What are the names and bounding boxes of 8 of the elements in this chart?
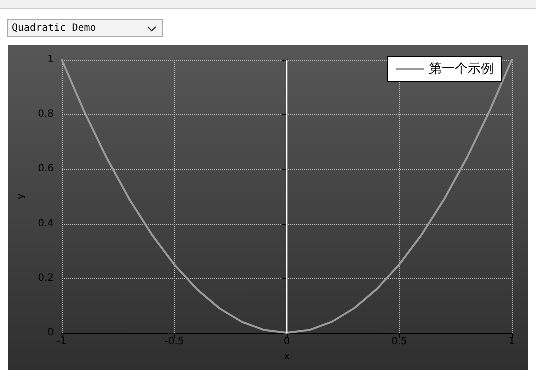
y-axis-title: y (16, 193, 26, 200)
y-tick-label: 0.4 (38, 218, 54, 230)
y-tick-label: 0.2 (38, 272, 54, 284)
legend-label: 第一个示例 (429, 62, 494, 77)
dropdown: Quadratic Demo (7, 19, 163, 37)
y-tick-label: 0.8 (38, 109, 54, 120)
y-tick-label: 1 (48, 54, 54, 66)
y-tick-label: 0.6 (38, 164, 54, 175)
